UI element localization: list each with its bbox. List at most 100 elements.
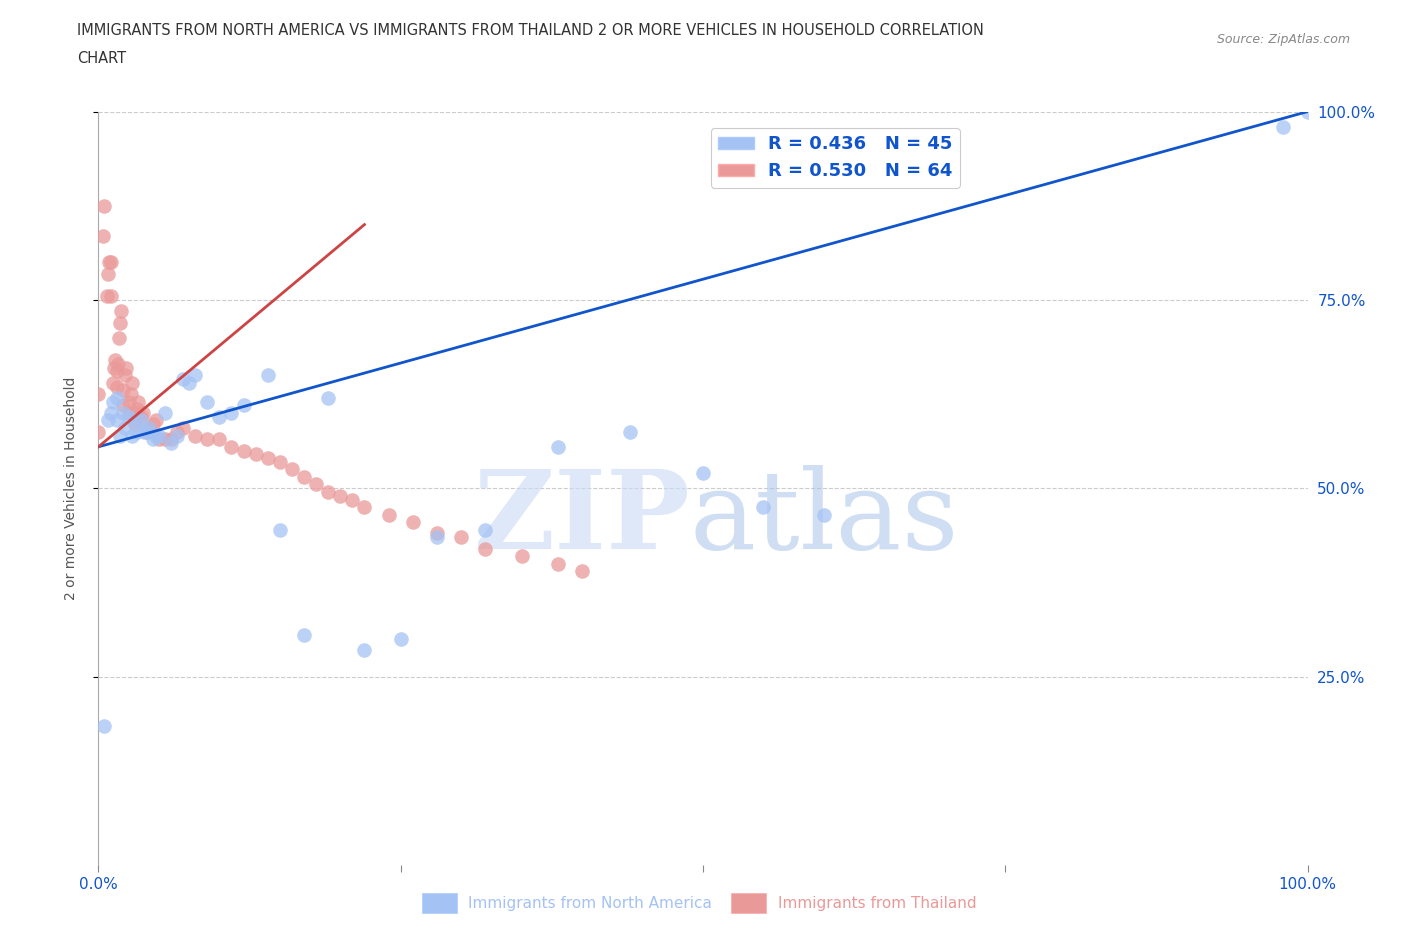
- Point: [108, 428, 131, 443]
- Point: [134, 424, 156, 439]
- Point: [93, 198, 115, 213]
- Text: ZIP: ZIP: [474, 465, 690, 572]
- Point: [148, 428, 170, 443]
- Point: [232, 398, 254, 413]
- Point: [245, 447, 267, 462]
- Point: [138, 420, 160, 435]
- Point: [450, 530, 472, 545]
- Point: [118, 394, 141, 409]
- Point: [426, 526, 449, 541]
- Point: [256, 367, 278, 383]
- Point: [120, 387, 142, 402]
- Point: [292, 470, 315, 485]
- Point: [316, 391, 339, 405]
- Point: [145, 413, 167, 428]
- Point: [129, 413, 152, 428]
- Point: [1296, 104, 1319, 119]
- Point: [142, 417, 165, 432]
- Point: [101, 376, 124, 391]
- Point: [316, 485, 339, 499]
- Point: [118, 405, 141, 420]
- Text: Immigrants from North America: Immigrants from North America: [468, 896, 711, 910]
- Point: [108, 330, 131, 345]
- Point: [111, 405, 134, 420]
- Point: [124, 405, 146, 420]
- Point: [269, 523, 291, 538]
- Text: atlas: atlas: [689, 465, 959, 572]
- Point: [232, 444, 254, 458]
- Point: [97, 413, 120, 428]
- Point: [172, 420, 194, 435]
- Point: [179, 376, 201, 391]
- Point: [510, 549, 533, 564]
- Point: [342, 492, 364, 507]
- Point: [138, 420, 160, 435]
- Point: [184, 367, 207, 383]
- Point: [208, 409, 231, 424]
- Point: [1272, 119, 1295, 134]
- Point: [142, 432, 165, 446]
- Point: [100, 255, 122, 270]
- Y-axis label: 2 or more Vehicles in Household: 2 or more Vehicles in Household: [63, 377, 77, 600]
- Point: [813, 507, 835, 522]
- Point: [145, 428, 167, 443]
- Point: [329, 488, 352, 503]
- Point: [166, 424, 188, 439]
- Point: [153, 432, 176, 446]
- Point: [166, 428, 188, 443]
- Point: [132, 405, 155, 420]
- Point: [96, 288, 118, 303]
- Point: [184, 428, 207, 443]
- Point: [118, 409, 141, 424]
- Point: [91, 229, 114, 244]
- Point: [100, 405, 122, 420]
- Point: [172, 372, 194, 387]
- Point: [153, 405, 176, 420]
- Text: Immigrants from Thailand: Immigrants from Thailand: [778, 896, 976, 910]
- Point: [103, 360, 125, 375]
- Point: [111, 383, 134, 398]
- Point: [353, 643, 375, 658]
- Point: [121, 428, 143, 443]
- Point: [111, 398, 134, 413]
- Point: [108, 315, 131, 330]
- Point: [547, 556, 569, 571]
- Point: [98, 255, 121, 270]
- Point: [474, 523, 496, 538]
- Point: [87, 424, 110, 439]
- Point: [135, 424, 157, 439]
- Point: [402, 514, 425, 529]
- Point: [105, 364, 128, 379]
- Point: [547, 439, 569, 454]
- Text: Source: ZipAtlas.com: Source: ZipAtlas.com: [1216, 33, 1350, 46]
- Point: [93, 718, 115, 733]
- Legend: R = 0.436   N = 45, R = 0.530   N = 64: R = 0.436 N = 45, R = 0.530 N = 64: [710, 128, 960, 188]
- Point: [135, 424, 157, 439]
- Point: [114, 367, 136, 383]
- Point: [160, 432, 183, 446]
- Point: [127, 394, 149, 409]
- Point: [619, 424, 641, 439]
- Point: [474, 541, 496, 556]
- Point: [221, 439, 243, 454]
- Point: [281, 462, 304, 477]
- Point: [87, 387, 110, 402]
- Point: [105, 391, 128, 405]
- Point: [256, 451, 278, 466]
- Point: [389, 631, 412, 646]
- Point: [100, 288, 122, 303]
- Point: [305, 477, 328, 492]
- Point: [160, 435, 183, 450]
- Point: [97, 266, 120, 281]
- Point: [221, 405, 243, 420]
- Point: [752, 499, 775, 514]
- Point: [104, 352, 127, 367]
- Text: IMMIGRANTS FROM NORTH AMERICA VS IMMIGRANTS FROM THAILAND 2 OR MORE VEHICLES IN : IMMIGRANTS FROM NORTH AMERICA VS IMMIGRA…: [77, 23, 984, 38]
- Point: [105, 379, 128, 394]
- Point: [127, 424, 149, 439]
- Point: [426, 530, 449, 545]
- Point: [129, 409, 152, 424]
- Point: [292, 628, 315, 643]
- Point: [107, 356, 129, 371]
- Point: [110, 304, 132, 319]
